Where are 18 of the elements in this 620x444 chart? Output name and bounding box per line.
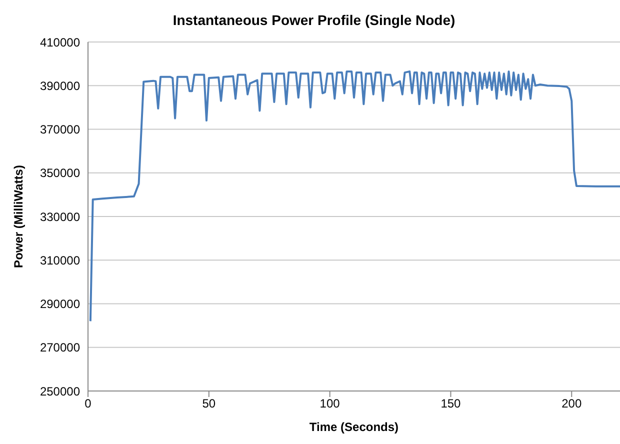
y-tick-label: 390000 [40, 78, 80, 93]
y-tick-label: 310000 [40, 253, 80, 268]
y-tick-label: 410000 [40, 35, 80, 50]
y-tick-label: 290000 [40, 297, 80, 312]
y-tick-label: 250000 [40, 384, 80, 398]
y-axis-title: Power (MilliWatts) [11, 165, 26, 268]
line-series [89, 70, 620, 322]
x-tick-label: 100 [320, 396, 340, 411]
chart-title: Instantaneous Power Profile (Single Node) [172, 11, 456, 30]
y-tick-label: 270000 [40, 340, 80, 355]
y-tick-label: 370000 [40, 122, 80, 137]
x-axis-title: Time (Seconds) [309, 420, 399, 434]
y-tick-label: 350000 [40, 166, 80, 180]
x-tick-label: 50 [202, 396, 216, 411]
y-tick-label: 330000 [40, 210, 80, 224]
x-tick-label: 150 [440, 396, 462, 411]
x-tick-label: 200 [562, 396, 582, 411]
x-tick-label: 0 [84, 396, 92, 411]
